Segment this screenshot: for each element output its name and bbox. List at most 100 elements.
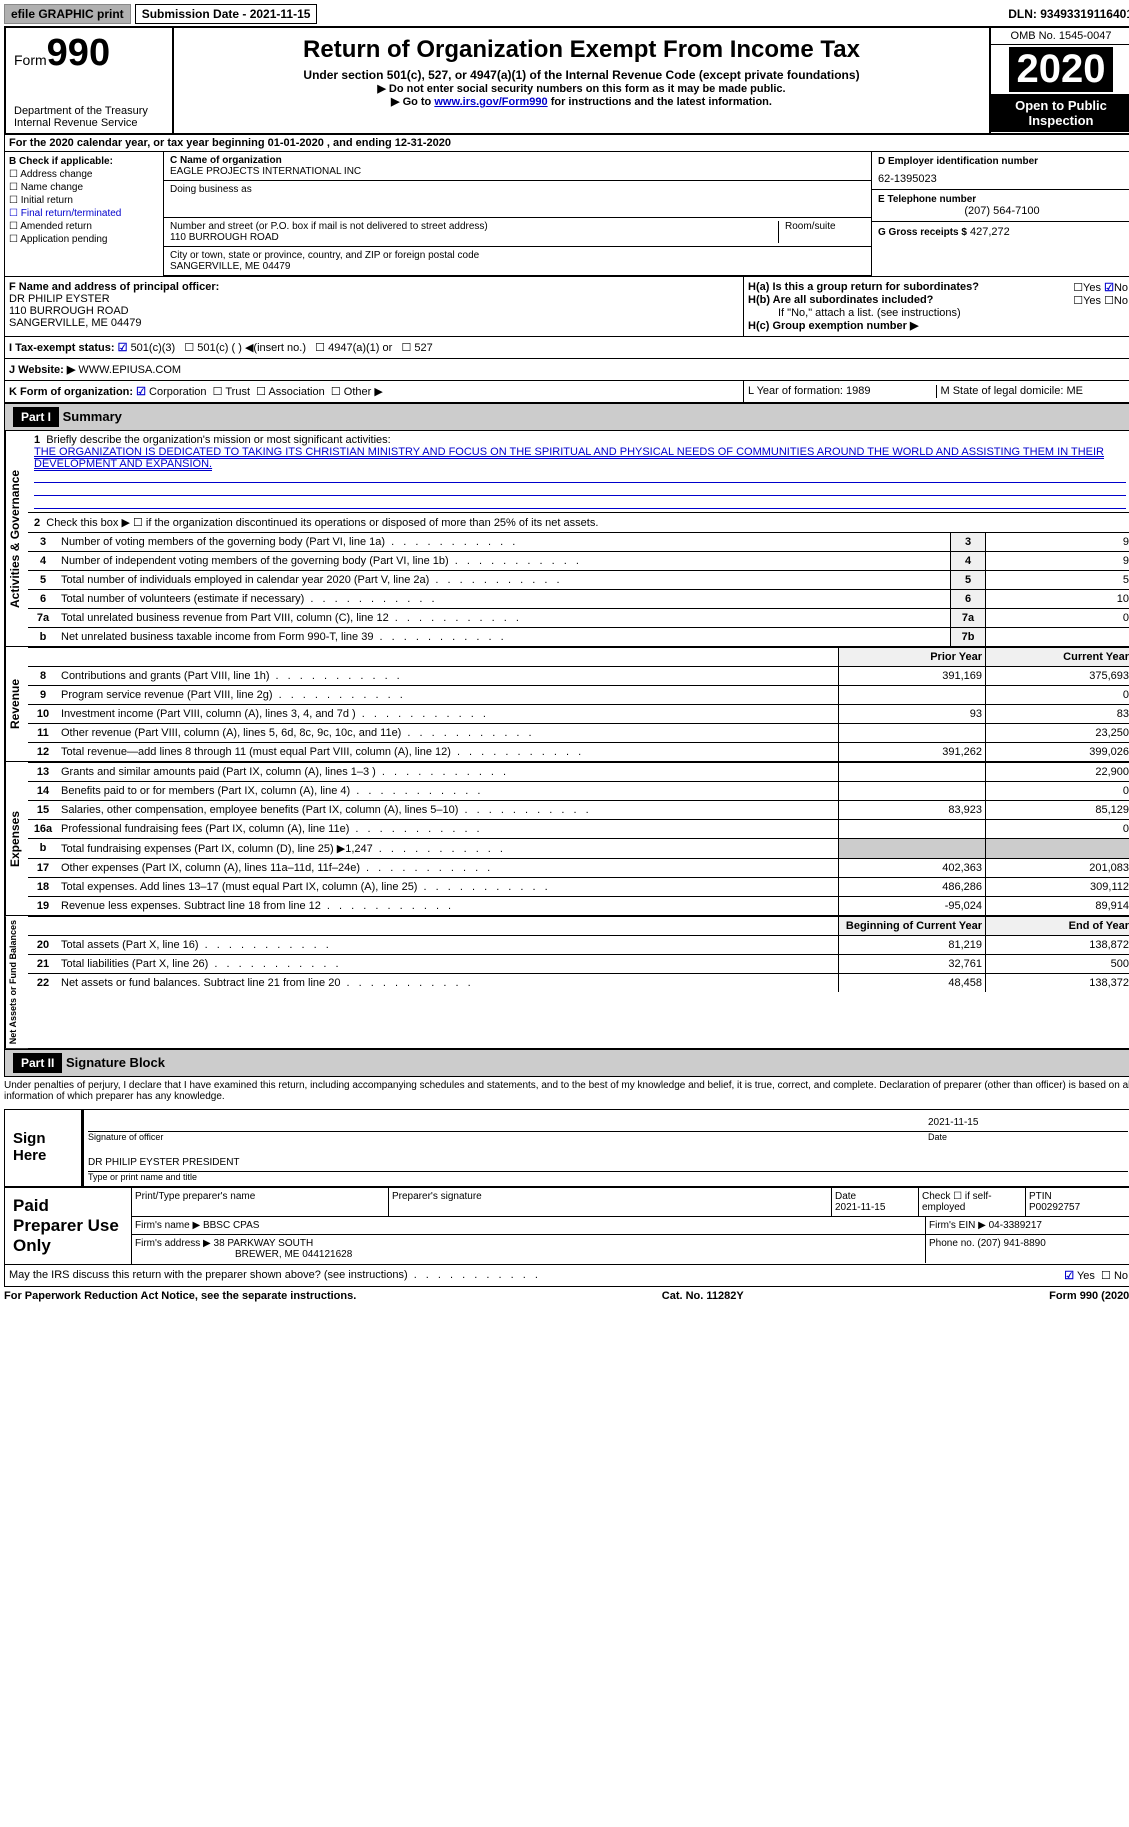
ein-label: D Employer identification number	[878, 156, 1126, 167]
gov-line-5: 5 Total number of individuals employed i…	[28, 570, 1129, 589]
beg-year-hdr: Beginning of Current Year	[838, 917, 985, 935]
top-bar: efile GRAPHIC print Submission Date - 20…	[4, 4, 1129, 24]
fin-line-19: 19 Revenue less expenses. Subtract line …	[28, 896, 1129, 915]
state-domicile: M State of legal domicile: ME	[937, 385, 1129, 398]
fin-line-15: 15 Salaries, other compensation, employe…	[28, 800, 1129, 819]
discuss-no[interactable]: ☐ No	[1101, 1269, 1128, 1282]
efile-button[interactable]: efile GRAPHIC print	[4, 4, 131, 24]
cb-501c3[interactable]: ☑	[118, 342, 128, 354]
city-label: City or town, state or province, country…	[170, 250, 865, 261]
fin-line-12: 12 Total revenue—add lines 8 through 11 …	[28, 742, 1129, 761]
tel-value: (207) 564-7100	[878, 205, 1126, 217]
fin-line-8: 8 Contributions and grants (Part VIII, l…	[28, 666, 1129, 685]
form-label: Form	[14, 52, 47, 68]
open-public-label: Open to Public Inspection	[991, 94, 1129, 132]
sign-here-label: Sign Here	[5, 1110, 81, 1186]
net-assets-section: Net Assets or Fund Balances Beginning of…	[4, 916, 1129, 1049]
website-label: J Website: ▶	[9, 364, 75, 376]
form-org-label: K Form of organization:	[9, 386, 133, 398]
governance-section: Activities & Governance 1 Briefly descri…	[4, 431, 1129, 647]
discuss-row: May the IRS discuss this return with the…	[4, 1265, 1129, 1287]
form-footer: Form 990 (2020)	[1049, 1290, 1129, 1302]
info-section: B Check if applicable: ☐ Address change …	[4, 152, 1129, 277]
officer-group-row: F Name and address of principal officer:…	[4, 277, 1129, 337]
instruction-2: ▶ Go to www.irs.gov/Form990 for instruct…	[178, 95, 985, 108]
subtitle: Under section 501(c), 527, or 4947(a)(1)…	[178, 68, 985, 82]
cb-initial[interactable]: ☐ Initial return	[9, 195, 159, 206]
type-label: Type or print name and title	[88, 1172, 1128, 1182]
prep-sig-label: Preparer's signature	[389, 1188, 832, 1216]
prep-name-label: Print/Type preparer's name	[132, 1188, 389, 1216]
prep-date: 2021-11-15	[835, 1202, 885, 1213]
sig-officer-label: Signature of officer	[88, 1132, 928, 1142]
city-value: SANGERVILLE, ME 04479	[170, 261, 865, 272]
cb-address[interactable]: ☐ Address change	[9, 169, 159, 180]
fin-line-b: b Total fundraising expenses (Part IX, c…	[28, 838, 1129, 858]
section-d: D Employer identification number 62-1395…	[871, 152, 1129, 276]
gov-line-6: 6 Total number of volunteers (estimate i…	[28, 589, 1129, 608]
tax-year-row: For the 2020 calendar year, or tax year …	[4, 135, 1129, 152]
cat-number: Cat. No. 11282Y	[662, 1290, 744, 1302]
website-value: WWW.EPIUSA.COM	[78, 364, 181, 376]
line2-text: Check this box ▶ ☐ if the organization d…	[46, 517, 598, 529]
footer: For Paperwork Reduction Act Notice, see …	[4, 1287, 1129, 1305]
firm-addr2: BREWER, ME 044121628	[135, 1249, 352, 1260]
title-section: Return of Organization Exempt From Incom…	[174, 28, 989, 133]
dept-label: Department of the Treasury Internal Reve…	[14, 105, 164, 129]
h-c-label: H(c) Group exemption number ▶	[748, 319, 1128, 332]
ein-value: 62-1395023	[878, 173, 1126, 185]
fin-line-17: 17 Other expenses (Part IX, column (A), …	[28, 858, 1129, 877]
dln-number: DLN: 93493319116401	[1008, 7, 1129, 21]
firm-ein: 04-3389217	[989, 1220, 1042, 1231]
discuss-label: May the IRS discuss this return with the…	[9, 1269, 1064, 1282]
sign-here-section: Sign Here 2021-11-15 Signature of office…	[4, 1109, 1129, 1187]
paid-preparer-label: Paid Preparer Use Only	[5, 1188, 131, 1264]
side-governance: Activities & Governance	[5, 431, 28, 646]
officer-label: F Name and address of principal officer:	[9, 281, 739, 293]
gov-line-3: 3 Number of voting members of the govern…	[28, 532, 1129, 551]
irs-link[interactable]: www.irs.gov/Form990	[434, 96, 547, 108]
discuss-yes[interactable]: ☑ Yes	[1064, 1269, 1095, 1282]
section-k-lm: K Form of organization: ☑ Corporation ☐ …	[4, 381, 1129, 403]
gross-label: G Gross receipts $	[878, 227, 967, 238]
side-revenue: Revenue	[5, 647, 28, 761]
cb-final[interactable]: ☐ Final return/terminated	[9, 208, 159, 219]
gov-line-b: b Net unrelated business taxable income …	[28, 627, 1129, 646]
section-f: F Name and address of principal officer:…	[5, 277, 744, 336]
firm-phone: (207) 941-8890	[977, 1238, 1045, 1249]
h-b-answer[interactable]: ☐Yes ☐No	[1073, 294, 1128, 307]
cb-amended[interactable]: ☐ Amended return	[9, 221, 159, 232]
section-b: B Check if applicable: ☐ Address change …	[5, 152, 164, 276]
mission-label: Briefly describe the organization's miss…	[46, 434, 390, 446]
gross-value: 427,272	[970, 226, 1010, 238]
sig-date: 2021-11-15	[928, 1117, 1128, 1128]
firm-name: BBSC CPAS	[203, 1220, 260, 1231]
cb-pending[interactable]: ☐ Application pending	[9, 234, 159, 245]
cb-name[interactable]: ☐ Name change	[9, 182, 159, 193]
revenue-section: Revenue Prior Year Current Year 8 Contri…	[4, 647, 1129, 762]
current-year-hdr: Current Year	[985, 648, 1129, 666]
preparer-section: Paid Preparer Use Only Print/Type prepar…	[4, 1187, 1129, 1265]
submission-date: Submission Date - 2021-11-15	[135, 4, 318, 24]
self-employed-cb[interactable]: Check ☐ if self-employed	[919, 1188, 1026, 1216]
fin-line-14: 14 Benefits paid to or for members (Part…	[28, 781, 1129, 800]
cb-corp[interactable]: ☑	[136, 386, 146, 398]
fin-line-16a: 16a Professional fundraising fees (Part …	[28, 819, 1129, 838]
gov-line-4: 4 Number of independent voting members o…	[28, 551, 1129, 570]
side-expenses: Expenses	[5, 762, 28, 915]
tax-status-label: I Tax-exempt status:	[9, 342, 115, 354]
h-b-note: If "No," attach a list. (see instruction…	[748, 307, 1128, 319]
fin-line-13: 13 Grants and similar amounts paid (Part…	[28, 762, 1129, 781]
officer-name-sig: DR PHILIP EYSTER PRESIDENT	[88, 1157, 240, 1168]
fin-line-11: 11 Other revenue (Part VIII, column (A),…	[28, 723, 1129, 742]
officer-addr2: SANGERVILLE, ME 04479	[9, 317, 739, 329]
org-name: EAGLE PROJECTS INTERNATIONAL INC	[170, 166, 865, 177]
officer-addr1: 110 BURROUGH ROAD	[9, 305, 739, 317]
section-i: I Tax-exempt status: ☑ 501(c)(3) ☐ 501(c…	[4, 337, 1129, 359]
section-j: J Website: ▶ WWW.EPIUSA.COM	[4, 359, 1129, 381]
part2-header: Part II Signature Block	[4, 1049, 1129, 1077]
ptin-value: P00292757	[1029, 1202, 1080, 1213]
form-990-num: 990	[47, 32, 110, 74]
form-number-box: Form990 Department of the Treasury Inter…	[6, 28, 174, 133]
h-a-answer[interactable]: ☐Yes ☑No	[1073, 281, 1128, 294]
